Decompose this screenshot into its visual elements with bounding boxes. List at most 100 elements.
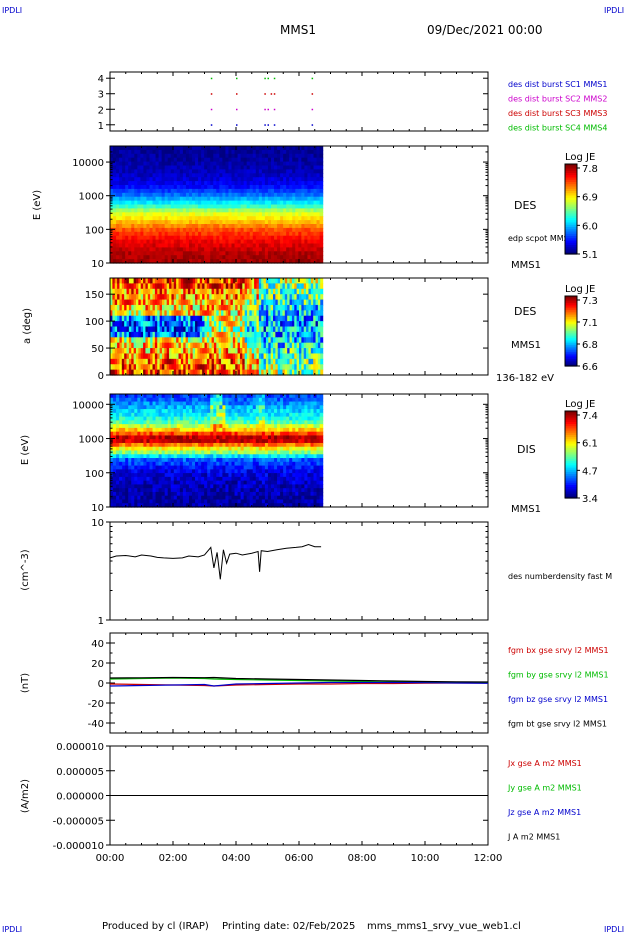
des-energy-panel-cell — [280, 235, 284, 241]
des-energy-panel-cell — [113, 149, 117, 155]
des-energy-panel-cell — [152, 247, 157, 252]
des-pitch-cell — [249, 358, 253, 365]
dis-energy-panel-cell — [128, 465, 132, 470]
des-pitch-colorbar-segment — [565, 353, 577, 357]
dis-energy-panel-cell — [155, 491, 160, 497]
des-energy-panel-cell — [167, 185, 172, 190]
des-energy-panel-cell — [301, 161, 305, 167]
des-pitch-cell — [180, 331, 184, 338]
dis-energy-panel-cell — [125, 424, 129, 429]
dis-energy-panel-cell — [116, 465, 120, 470]
des-pitch-cell — [206, 326, 210, 333]
des-energy-panel-cell — [283, 255, 287, 260]
des-pitch-cell — [128, 278, 132, 284]
des-energy-panel-cell — [316, 224, 321, 229]
des-pitch-cell — [138, 315, 142, 322]
des-energy-panel-cell — [243, 200, 248, 206]
des-pitch-cell — [114, 283, 118, 290]
des-energy-panel-cell — [119, 235, 123, 241]
des-energy-panel-cell — [283, 169, 287, 174]
des-energy-panel-cell — [258, 188, 263, 194]
des-pitch-cell — [166, 358, 170, 365]
des-energy-panel-cell — [131, 165, 135, 170]
des-energy-panel-cell — [246, 220, 251, 225]
des-pitch-cell — [206, 353, 210, 360]
des-energy-panel-cell — [143, 259, 148, 264]
dis-energy-panel-cell — [113, 465, 117, 470]
dis-energy-panel-cell — [195, 473, 199, 478]
des-energy-panel-cell — [161, 173, 166, 178]
dis-energy-panel-cell — [176, 427, 181, 433]
des-pitch-cell — [251, 342, 255, 349]
des-energy-panel-cell — [280, 216, 284, 221]
dis-energy-panel-cell — [119, 442, 123, 448]
des-energy-panel-cell — [149, 169, 154, 174]
des-energy-panel-cell — [125, 220, 129, 225]
des-energy-panel-cell — [170, 204, 175, 209]
des-energy-panel-cell — [258, 212, 263, 217]
des-energy-panel-cell — [274, 204, 278, 209]
des-pitch-cell — [317, 369, 321, 376]
des-energy-panel-cell — [264, 165, 269, 170]
des-pitch-cell — [256, 353, 260, 360]
dis-energy-panel-cell — [158, 461, 163, 467]
des-energy-panel-cell — [140, 239, 145, 245]
des-energy-panel-cell — [188, 220, 193, 225]
des-pitch-cell — [282, 299, 286, 306]
des-pitch-panel-y-tick-label: 150 — [85, 290, 104, 301]
des-pitch-cell — [187, 353, 191, 360]
des-pitch-cell — [225, 321, 229, 328]
des-pitch-cell — [176, 310, 180, 317]
des-pitch-cell — [131, 288, 135, 295]
des-energy-panel-cell — [173, 177, 178, 182]
des-energy-colorbar-tick-label: 5.1 — [582, 250, 598, 261]
dis-energy-panel-cell — [164, 469, 169, 474]
burst-marker — [236, 93, 238, 95]
des-energy-panel-cell — [179, 188, 184, 194]
des-energy-panel-cell — [122, 247, 126, 252]
des-pitch-cell — [287, 358, 291, 365]
des-pitch-cell — [152, 299, 156, 306]
des-pitch-cell — [313, 364, 317, 371]
des-energy-panel-cell — [188, 216, 193, 221]
des-pitch-cell — [131, 278, 135, 284]
des-energy-panel-cell — [131, 259, 135, 264]
des-pitch-cell — [301, 294, 305, 301]
des-pitch-cell — [251, 283, 255, 290]
des-pitch-cell — [143, 348, 147, 355]
des-pitch-cell — [178, 353, 182, 360]
des-energy-panel-cell — [225, 161, 230, 167]
des-pitch-cell — [303, 278, 307, 284]
des-energy-panel-cell — [277, 149, 281, 155]
des-pitch-cell — [209, 348, 213, 355]
des-energy-panel-cell — [267, 173, 272, 178]
dis-energy-panel-cell — [170, 442, 175, 448]
des-pitch-cell — [237, 283, 241, 290]
des-energy-panel-cell — [280, 231, 284, 237]
dis-energy-panel-cell — [179, 458, 184, 463]
des-pitch-cell — [244, 283, 248, 290]
dis-energy-panel-cell — [192, 405, 196, 410]
des-energy-panel-cell — [298, 231, 302, 237]
des-energy-panel-cell — [125, 146, 129, 151]
des-energy-panel-cell — [176, 153, 181, 159]
dis-energy-panel-cell — [195, 427, 199, 433]
des-energy-panel-cell — [310, 227, 315, 233]
des-pitch-cell — [237, 331, 241, 338]
des-energy-panel-cell — [164, 149, 169, 155]
burst-marker — [236, 77, 238, 80]
dis-energy-panel-cell — [146, 405, 151, 410]
dis-energy-panel-cell — [185, 480, 190, 485]
des-energy-panel-cell — [267, 169, 272, 174]
des-pitch-cell — [171, 348, 175, 355]
des-pitch-cell — [121, 369, 125, 376]
des-energy-panel-cell — [173, 255, 178, 260]
des-energy-panel-cell — [137, 173, 141, 178]
des-energy-panel-cell — [185, 192, 190, 198]
des-pitch-cell — [173, 364, 177, 371]
dis-energy-panel-cell — [192, 409, 196, 414]
des-energy-panel-cell — [128, 227, 132, 233]
des-pitch-cell — [289, 299, 293, 306]
des-pitch-cell — [114, 315, 118, 322]
des-energy-panel-cell — [128, 188, 132, 194]
